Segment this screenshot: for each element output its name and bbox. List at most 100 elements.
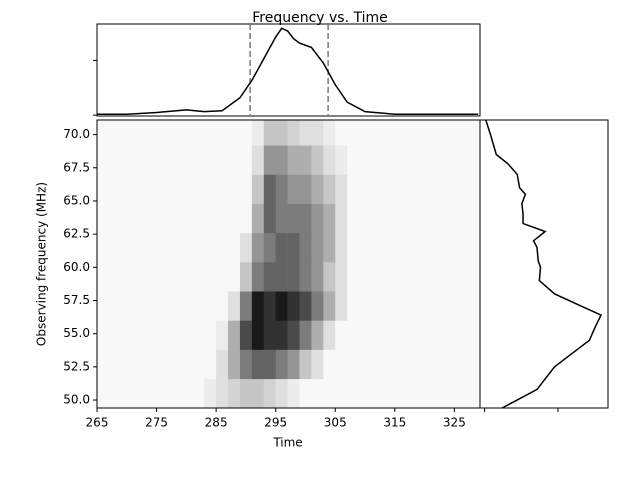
heatmap-cell — [323, 320, 336, 350]
heatmap-cell — [228, 120, 241, 146]
heatmap-cell — [263, 320, 276, 350]
heatmap-cell — [263, 349, 276, 380]
heatmap-cell — [359, 378, 372, 409]
heatmap-cell — [192, 291, 205, 321]
heatmap-cell — [251, 262, 265, 292]
heatmap-cell — [359, 320, 372, 350]
heatmap-cell — [192, 203, 205, 234]
heatmap-cell — [335, 262, 348, 292]
y-axis-label: Observing frequency (MHz) — [35, 182, 49, 346]
heatmap-cell — [204, 174, 217, 204]
heatmap-cell — [311, 174, 324, 204]
chart-title: Frequency vs. Time — [252, 10, 388, 26]
heatmap-cell — [216, 145, 229, 175]
heatmap-cell — [216, 232, 229, 263]
heatmap-cell — [204, 145, 217, 175]
heatmap-cell — [228, 349, 241, 380]
heatmap-cell — [311, 349, 324, 380]
heatmap-cell — [216, 349, 229, 380]
heatmap-cell — [275, 349, 288, 380]
heatmap-cell — [275, 120, 288, 146]
heatmap-cell — [347, 232, 360, 263]
heatmap-cell — [299, 291, 312, 321]
heatmap-cell — [204, 378, 217, 409]
y-tick-label: 52.5 — [63, 359, 90, 373]
heatmap-cell — [287, 262, 300, 292]
x-tick-label: 265 — [86, 416, 109, 430]
heatmap-cell — [204, 349, 217, 380]
heatmap-cell — [228, 262, 241, 292]
heatmap-cell — [299, 378, 312, 409]
heatmap-cell — [275, 262, 288, 292]
heatmap-cell — [323, 145, 336, 175]
x-tick-label: 305 — [324, 416, 347, 430]
heatmap-cell — [180, 349, 193, 380]
x-axis-label: Time — [272, 436, 302, 450]
heatmap-cell — [299, 174, 312, 204]
heatmap-cell — [335, 203, 348, 234]
time-profile-line — [97, 27, 479, 116]
heatmap-cell — [180, 203, 193, 234]
heatmap-cell — [287, 203, 300, 234]
heatmap-cell — [180, 174, 193, 204]
heatmap-cell — [251, 120, 265, 146]
heatmap-cell — [347, 349, 360, 380]
heatmap-cell — [192, 145, 205, 175]
heatmap-cell — [311, 145, 324, 175]
heatmap-cell — [287, 145, 300, 175]
heatmap-cell — [347, 145, 360, 175]
heatmap-cell — [263, 120, 276, 146]
heatmap-cell — [239, 203, 253, 234]
heatmap-cell — [299, 120, 312, 146]
heatmap-cell — [204, 120, 217, 146]
heatmap-cell — [287, 174, 300, 204]
heatmap-cell — [180, 378, 193, 409]
heatmap-cell — [311, 262, 324, 292]
heatmap-cell — [204, 320, 217, 350]
y-tick-label: 65.0 — [63, 193, 90, 207]
heatmap-cell — [311, 120, 324, 146]
heatmap-cell — [323, 262, 336, 292]
heatmap-cell — [239, 262, 253, 292]
heatmap-cell — [263, 203, 276, 234]
heatmap-cell — [192, 174, 205, 204]
top-frame — [96, 23, 481, 117]
y-tick-label: 62.5 — [63, 227, 90, 241]
heatmap-cell — [287, 120, 300, 146]
heatmap-cell — [251, 232, 265, 263]
heatmap-cell — [263, 291, 276, 321]
heatmap-cell — [335, 145, 348, 175]
heatmap-cell — [275, 203, 288, 234]
heatmap-cell — [347, 174, 360, 204]
heatmap-cell — [192, 349, 205, 380]
heatmap-cell — [359, 349, 372, 380]
heatmap-cell — [251, 320, 265, 350]
heatmap-cell — [228, 378, 241, 409]
heatmap-cell — [204, 291, 217, 321]
heatmap-cell — [323, 232, 336, 263]
heatmap-cell — [239, 291, 253, 321]
heatmap-cell — [192, 378, 205, 409]
right-frame — [479, 119, 609, 409]
y-tick-label: 60.0 — [63, 260, 90, 274]
heatmap-cell — [335, 291, 348, 321]
heatmap-cell — [251, 378, 265, 409]
heatmap-cell — [216, 262, 229, 292]
heatmap-cell — [347, 291, 360, 321]
y-tick-label: 55.0 — [63, 326, 90, 340]
heatmap-cell — [359, 291, 372, 321]
heatmap-cell — [228, 291, 241, 321]
heatmap-cell — [228, 320, 241, 350]
heatmap-cell — [239, 320, 253, 350]
heatmap-cell — [275, 320, 288, 350]
heatmap-cell — [311, 203, 324, 234]
heatmap-cell — [192, 232, 205, 263]
heatmap-cell — [263, 378, 276, 409]
heatmap-cell — [299, 203, 312, 234]
freq-profile-line — [485, 119, 603, 409]
heatmap-cell — [180, 320, 193, 350]
heatmap-cell — [263, 232, 276, 263]
heatmap-cell — [239, 378, 253, 409]
heatmap-cell — [228, 174, 241, 204]
